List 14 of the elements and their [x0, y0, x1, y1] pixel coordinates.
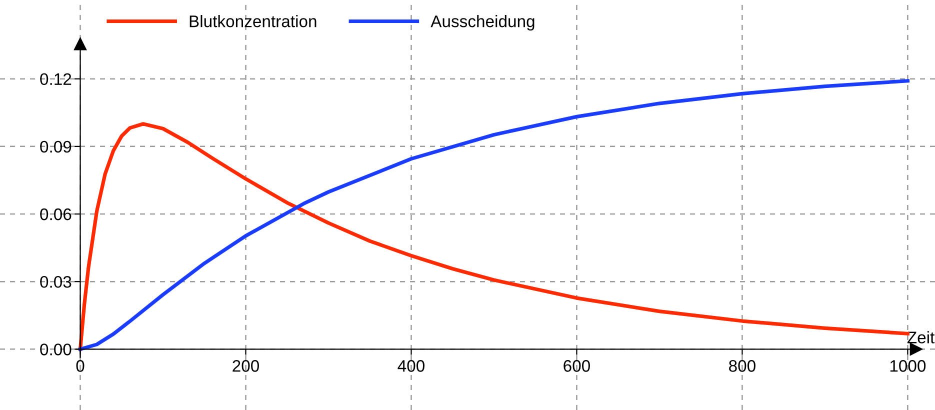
x-tick-label: 800: [729, 360, 756, 372]
x-axis-title: Zeit: [907, 331, 935, 344]
x-tick-label: 0: [76, 360, 84, 372]
y-tick-label: 0.06: [40, 208, 72, 220]
x-tick-label: 200: [232, 360, 259, 372]
y-tick-label: 0.00: [40, 344, 72, 356]
y-tick-label: 0.09: [40, 140, 72, 153]
x-tick-label: 1000: [890, 360, 926, 372]
y-tick-label: 0.12: [40, 73, 72, 86]
legend-label: Blutkonzentration: [190, 15, 316, 28]
x-tick-label: 600: [564, 360, 590, 372]
y-tick-label: 0.03: [40, 276, 72, 288]
x-tick-label: 400: [398, 360, 424, 372]
legend-label: Ausscheidung: [430, 15, 534, 31]
